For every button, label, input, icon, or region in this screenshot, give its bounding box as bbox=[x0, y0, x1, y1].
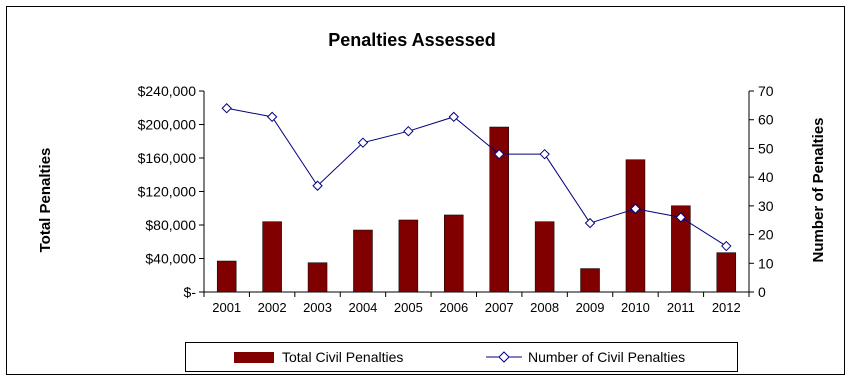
legend-label-total-civil-penalties: Total Civil Penalties bbox=[282, 349, 404, 365]
bar bbox=[444, 214, 464, 293]
bar bbox=[625, 159, 646, 293]
line-point bbox=[721, 240, 732, 252]
y-tick-label-right: 50 bbox=[758, 140, 774, 156]
legend-item-number-of-civil-penalties: Number of Civil Penalties bbox=[486, 343, 685, 371]
bar bbox=[716, 252, 737, 293]
bar bbox=[307, 262, 328, 293]
bar bbox=[534, 221, 555, 293]
y-tick-label-left: $240,000 bbox=[138, 83, 197, 99]
legend-label-number-of-civil-penalties: Number of Civil Penalties bbox=[528, 349, 686, 365]
line-point bbox=[584, 217, 596, 229]
chart-title: Penalties Assessed bbox=[328, 30, 495, 50]
y-tick-label-right: 60 bbox=[758, 112, 774, 128]
line-point bbox=[675, 212, 687, 223]
y-axis-title-left: Total Penalties bbox=[37, 148, 54, 253]
series-line bbox=[226, 107, 727, 247]
bar bbox=[262, 221, 282, 293]
line-point bbox=[539, 148, 550, 160]
line-point bbox=[494, 148, 505, 160]
line-point bbox=[266, 111, 278, 123]
y-axis-title-right: Number of Penalties bbox=[810, 117, 827, 262]
y-tick-label-left: $40,000 bbox=[145, 251, 196, 267]
line-point bbox=[312, 180, 323, 191]
x-tick-label: 2005 bbox=[394, 300, 423, 315]
line-point bbox=[221, 103, 232, 114]
legend: Total Civil Penalties Number of Civil Pe… bbox=[185, 342, 738, 372]
y-tick-label-right: 0 bbox=[758, 284, 766, 300]
x-tick-label: 2010 bbox=[621, 300, 650, 315]
line-point bbox=[630, 203, 641, 214]
bar bbox=[216, 260, 237, 293]
x-tick-label: 2012 bbox=[712, 300, 741, 315]
x-tick-label: 2002 bbox=[258, 300, 287, 315]
x-tick-label: 2007 bbox=[485, 300, 514, 315]
y-tick-label-right: 20 bbox=[758, 227, 774, 243]
y-tick-label-right: 30 bbox=[758, 198, 774, 214]
y-tick-label-left: $120,000 bbox=[138, 184, 197, 200]
x-tick-label: 2008 bbox=[530, 300, 559, 315]
x-tick-label: 2001 bbox=[212, 300, 241, 315]
x-tick-label: 2004 bbox=[348, 300, 377, 315]
line-point bbox=[357, 137, 369, 148]
legend-item-total-civil-penalties: Total Civil Penalties bbox=[234, 343, 403, 371]
x-tick-label: 2011 bbox=[667, 300, 695, 315]
y-tick-label-right: 40 bbox=[758, 169, 774, 185]
y-tick-label-left: $200,000 bbox=[138, 117, 197, 133]
line-point bbox=[448, 111, 459, 123]
y-tick-label-right: 10 bbox=[758, 255, 774, 271]
x-tick-label: 2009 bbox=[576, 300, 605, 315]
bar bbox=[489, 126, 509, 293]
y-tick-label-right: 70 bbox=[758, 83, 774, 99]
bar bbox=[353, 229, 373, 293]
plot-area: $- $40,000 $80,000 $120,000 $160,000 $200,000… bbox=[138, 83, 774, 315]
line-point bbox=[403, 125, 414, 137]
bar bbox=[580, 268, 600, 293]
legend-line-swatch bbox=[486, 351, 522, 363]
x-tick-label: 2006 bbox=[439, 300, 468, 315]
bar bbox=[671, 205, 691, 293]
bar bbox=[398, 219, 419, 293]
y-tick-label-left: $- bbox=[184, 284, 197, 300]
y-tick-label-left: $80,000 bbox=[145, 217, 196, 233]
chart-frame bbox=[6, 6, 845, 375]
x-tick-label: 2003 bbox=[303, 300, 332, 315]
legend-bar-swatch bbox=[234, 351, 274, 363]
y-tick-label-left: $160,000 bbox=[138, 150, 197, 166]
